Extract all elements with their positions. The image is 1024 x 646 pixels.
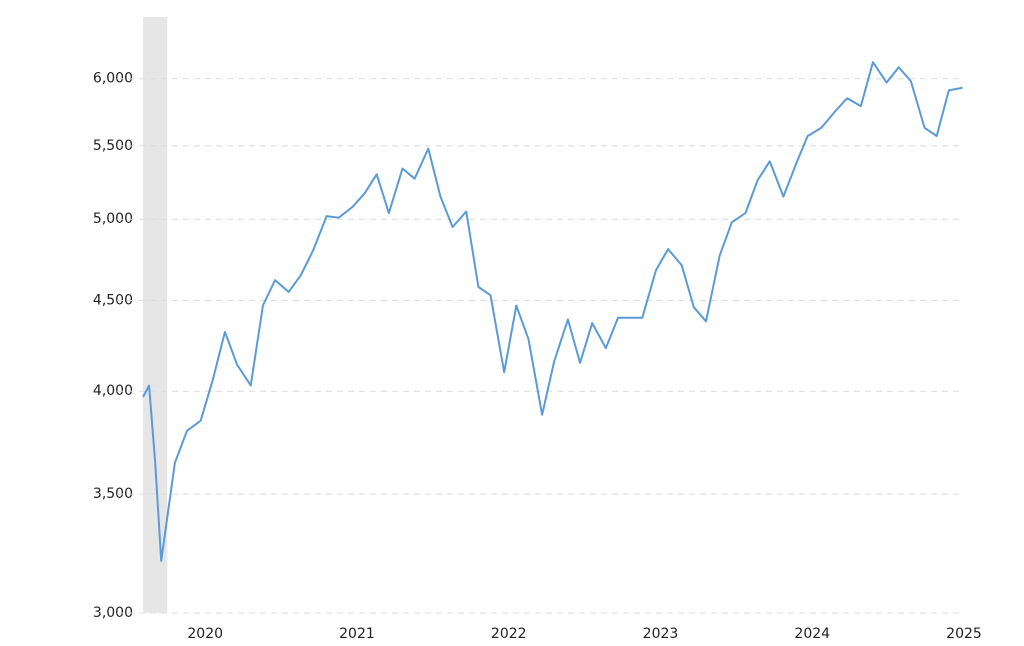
- data-line: [142, 61, 963, 562]
- y-tick-label: 4,500: [93, 292, 133, 308]
- x-tick-label: 2024: [794, 626, 830, 642]
- y-tick-label: 6,000: [93, 71, 133, 87]
- y-tick-label: 5,000: [93, 211, 133, 227]
- y-tick-label: 5,500: [93, 138, 133, 154]
- y-tick-label: 3,500: [93, 486, 133, 502]
- x-tick-label: 2023: [643, 626, 679, 642]
- x-tick-label: 2025: [946, 626, 982, 642]
- x-tick-label: 2021: [339, 626, 375, 642]
- y-tick-label: 4,000: [93, 383, 133, 399]
- x-tick-label: 2020: [187, 626, 223, 642]
- x-tick-label: 2022: [491, 626, 527, 642]
- recession-band: [143, 17, 168, 613]
- y-tick-label: 3,000: [93, 605, 133, 621]
